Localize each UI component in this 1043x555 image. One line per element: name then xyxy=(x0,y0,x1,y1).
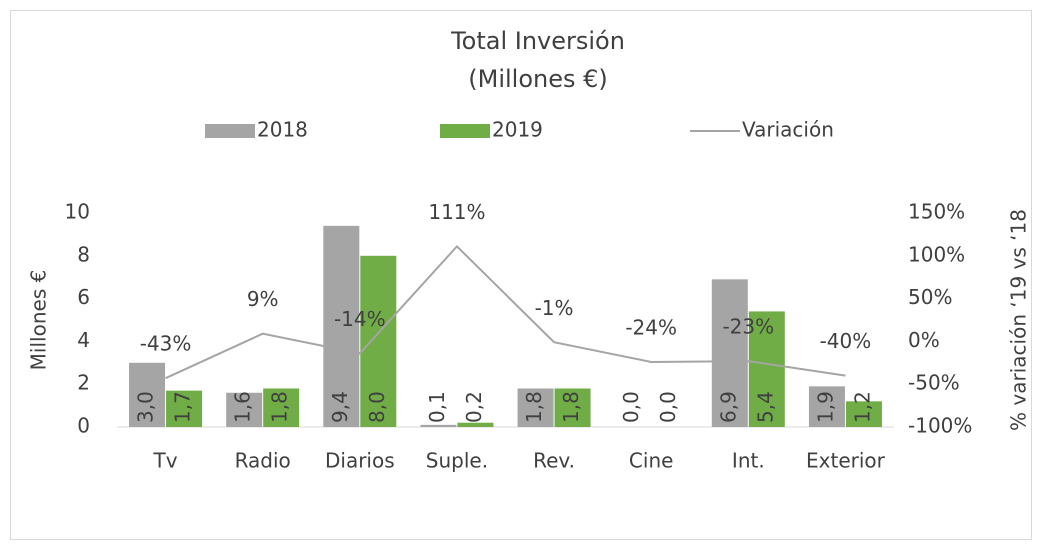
y-tick-label: 4 xyxy=(77,328,90,352)
bar-value-label: 0,0 xyxy=(656,391,680,423)
x-tick-label: Int. xyxy=(732,449,765,473)
line-value-label: -24% xyxy=(625,315,677,339)
y-axis-title: Millones € xyxy=(27,270,51,371)
line-value-label: 9% xyxy=(247,287,279,311)
x-tick-label: Rev. xyxy=(533,449,575,473)
bar xyxy=(748,311,785,427)
legend-label: Variación xyxy=(742,118,834,142)
legend-label: 2018 xyxy=(257,118,308,142)
bar-value-label: 0,2 xyxy=(462,391,486,423)
x-tick-label: Radio xyxy=(235,449,291,473)
bar xyxy=(263,388,300,427)
chart-title: (Millones €) xyxy=(468,65,608,93)
line xyxy=(165,244,846,380)
chart-title: Total Inversión xyxy=(450,27,625,55)
bar-value-label: 1,8 xyxy=(522,391,546,423)
chart-border xyxy=(10,10,1032,540)
bar-value-label: 0,1 xyxy=(425,391,449,423)
bar xyxy=(808,386,845,427)
bar xyxy=(360,255,397,427)
bar xyxy=(420,424,457,427)
x-tick-label: Cine xyxy=(629,449,674,473)
line-value-label: -14% xyxy=(334,307,386,331)
y2-tick-label: -100% xyxy=(908,414,972,438)
bar xyxy=(323,225,360,427)
legend-swatch xyxy=(440,124,490,138)
legend-label: 2019 xyxy=(492,118,543,142)
bar xyxy=(517,388,554,427)
bar xyxy=(226,392,263,427)
bar xyxy=(845,401,882,427)
y-tick-label: 10 xyxy=(65,200,90,224)
y-tick-label: 2 xyxy=(77,371,90,395)
y2-tick-label: -50% xyxy=(908,371,960,395)
x-tick-label: Exterior xyxy=(806,449,886,473)
bar-value-label: 0,0 xyxy=(619,391,643,423)
bar-value-label: 1,7 xyxy=(171,391,195,423)
bar xyxy=(457,422,494,427)
bar-value-label: 1,2 xyxy=(850,391,874,423)
bar-value-label: 1,6 xyxy=(231,391,255,423)
x-tick-label: Suple. xyxy=(426,449,488,473)
y-tick-label: 6 xyxy=(77,285,90,309)
bar-value-label: 5,4 xyxy=(753,391,777,423)
y2-tick-label: 100% xyxy=(908,242,965,266)
legend-swatch xyxy=(205,124,255,138)
line-value-label: -1% xyxy=(535,296,574,320)
bar-value-label: 3,0 xyxy=(134,391,158,423)
bar xyxy=(554,388,591,427)
line-value-label: 111% xyxy=(428,200,485,224)
y2-tick-label: 50% xyxy=(908,285,952,309)
bar xyxy=(166,390,203,427)
y-tick-label: 0 xyxy=(77,414,90,438)
bar xyxy=(711,279,748,427)
bar-value-label: 6,9 xyxy=(716,391,740,423)
line-value-label: -43% xyxy=(140,332,192,356)
y2-tick-label: 0% xyxy=(908,328,940,352)
x-tick-label: Tv xyxy=(153,449,178,473)
y-tick-label: 8 xyxy=(77,242,90,266)
y2-tick-label: 150% xyxy=(908,200,965,224)
bar-value-label: 1,9 xyxy=(813,391,837,423)
bar-value-label: 8,0 xyxy=(365,391,389,423)
y2-axis-title: % variación ‘19 vs ‘18 xyxy=(1007,209,1031,431)
x-tick-label: Diarios xyxy=(325,449,395,473)
bar xyxy=(129,362,166,427)
bar-value-label: 9,4 xyxy=(328,391,352,423)
line-value-label: -40% xyxy=(820,329,872,353)
line-value-label: -23% xyxy=(722,315,774,339)
bar-value-label: 1,8 xyxy=(268,391,292,423)
bar-value-label: 1,8 xyxy=(559,391,583,423)
